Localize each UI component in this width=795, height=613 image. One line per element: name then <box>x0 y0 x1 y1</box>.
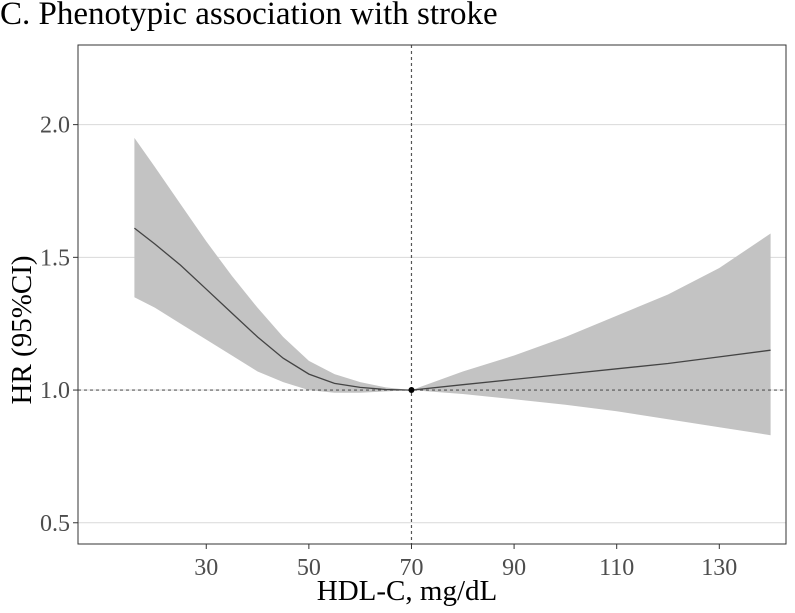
chart-title: C. Phenotypic association with stroke <box>0 0 498 32</box>
x-tick-label: 110 <box>599 555 634 581</box>
y-tick-label: 0.5 <box>40 511 70 537</box>
y-axis-ticks: 0.5 1.0 1.5 2.0 <box>40 113 78 537</box>
x-axis-ticks: 30 50 70 90 110 130 <box>194 544 737 581</box>
x-tick-label: 70 <box>399 555 423 581</box>
reference-lines <box>78 45 786 544</box>
confidence-band <box>134 137 771 436</box>
x-axis-label: HDL-C, mg/dL <box>317 575 497 607</box>
plot-border <box>77 44 787 545</box>
confidence-band-layer <box>134 137 771 436</box>
y-tick-label: 2.0 <box>40 113 70 139</box>
y-tick-label: 1.0 <box>40 378 70 404</box>
x-tick-label: 90 <box>502 555 526 581</box>
y-axis-label: HR (95%CI) <box>6 255 38 404</box>
y-tick-label: 1.5 <box>40 245 70 271</box>
reference-point <box>408 387 415 394</box>
hr-curve-layer <box>134 227 771 394</box>
x-tick-label: 50 <box>297 555 321 581</box>
hr-curve <box>134 227 771 391</box>
x-tick-label: 30 <box>194 555 218 581</box>
plot-frame <box>77 44 787 545</box>
x-tick-label: 130 <box>701 555 737 581</box>
